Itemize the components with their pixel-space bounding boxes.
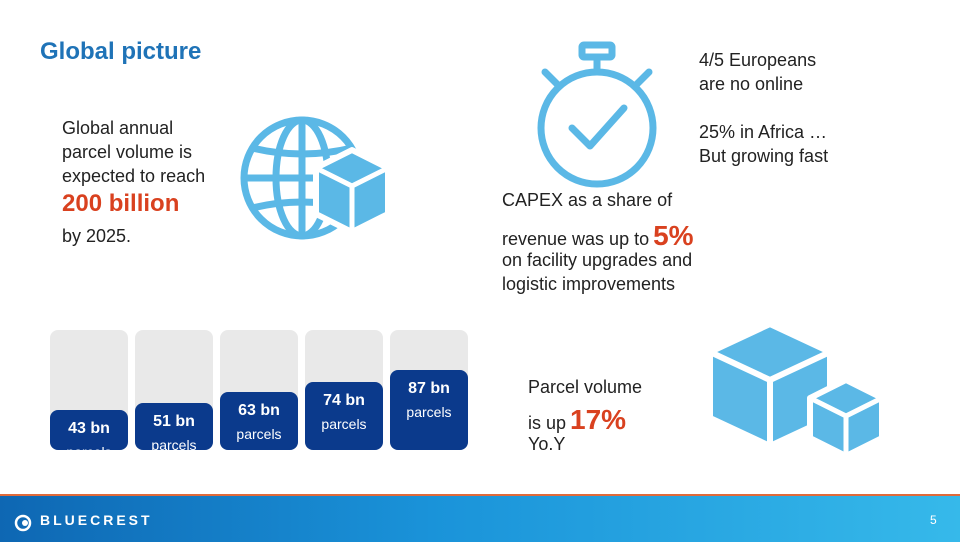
bar-slot: 74 bn parcels (305, 330, 383, 450)
bar-unit-label: parcels (406, 404, 452, 420)
europe-stat-line-2: are no online (699, 74, 804, 94)
boxes-icon (707, 321, 885, 459)
capex-line-2-text: revenue was up to (502, 229, 650, 249)
footer-bar (0, 494, 960, 542)
parcel-forecast-value: 200 billion (62, 190, 180, 217)
bar-value-label: 43 bn (68, 420, 110, 437)
capex-line-1: CAPEX as a share of (502, 190, 673, 210)
bar-slot: 51 bn parcels (135, 330, 213, 450)
capex-line-3: on facility upgrades and logistic improv… (502, 248, 742, 296)
parcel-volume-line-1: Parcel volume (528, 377, 643, 397)
intro-line-3: expected to reach (62, 166, 206, 186)
bar-value-label: 74 bn (323, 392, 365, 409)
europe-stat-line-1: 4/5 Europeans (699, 50, 817, 70)
bar-value-label: 87 bn (408, 380, 450, 397)
capex-value: 5% (653, 220, 694, 251)
intro-line-1: Global annual (62, 118, 174, 138)
bar (390, 370, 468, 450)
bar (50, 410, 128, 450)
bar-unit-label: parcels (236, 426, 282, 442)
africa-stat-line-2: But growing fast (699, 146, 829, 166)
capex-line-2: revenue was up to 5% (502, 220, 694, 252)
capex-line-4-text: logistic improvements (502, 274, 676, 294)
bar (135, 403, 213, 450)
globe-box-icon (240, 116, 391, 240)
bar-slot: 87 bn parcels (390, 330, 468, 450)
bar (305, 382, 383, 450)
bar-value-label: 63 bn (238, 402, 280, 419)
africa-stat-line-1: 25% in Africa … (699, 122, 828, 142)
intro-line-2: parcel volume is (62, 142, 193, 162)
africa-online-stat: 25% in Africa … But growing fast (699, 120, 919, 168)
forecast-year-text: by 2025. (62, 226, 132, 246)
intro-text: Global annual parcel volume is expected … (62, 116, 252, 188)
bar-unit-label: parcels (151, 437, 197, 450)
page-title: Global picture (40, 38, 202, 65)
europe-online-stat: 4/5 Europeans are no online (699, 48, 919, 96)
bar-unit-label: parcels (50, 444, 128, 450)
bar-value-label: 51 bn (153, 413, 195, 430)
parcel-volume-line-3: Yo.Y (528, 434, 566, 454)
parcel-volume-line-2-text: is up (528, 413, 567, 433)
parcel-volume-value: 17% (570, 404, 627, 435)
bar (220, 392, 298, 450)
parcel-volume-line-2: is up 17% (528, 404, 626, 436)
capex-line-3-text: on facility upgrades and (502, 250, 693, 270)
bar-unit-label: parcels (321, 416, 367, 432)
stopwatch-check-icon (537, 41, 657, 188)
bluecrest-logo-icon (14, 514, 32, 532)
page-number: 5 (930, 513, 937, 527)
bar-slot: 43 bn parcels (50, 330, 128, 450)
bar-slot: 63 bn parcels (220, 330, 298, 450)
bluecrest-logo: BLUECREST (40, 512, 153, 528)
